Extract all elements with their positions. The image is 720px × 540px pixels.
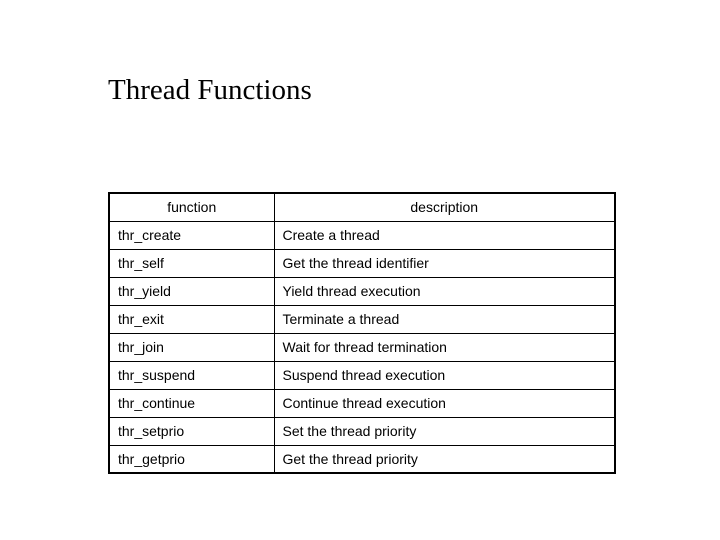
cell-function: thr_exit: [109, 305, 274, 333]
cell-description: Suspend thread execution: [274, 361, 615, 389]
thread-functions-table: function description thr_create Create a…: [108, 192, 616, 474]
table-row: thr_yield Yield thread execution: [109, 277, 615, 305]
cell-description: Create a thread: [274, 221, 615, 249]
cell-function: thr_yield: [109, 277, 274, 305]
cell-description: Get the thread identifier: [274, 249, 615, 277]
table-row: thr_continue Continue thread execution: [109, 389, 615, 417]
table-row: thr_join Wait for thread termination: [109, 333, 615, 361]
thread-functions-table-container: function description thr_create Create a…: [108, 192, 616, 474]
cell-function: thr_create: [109, 221, 274, 249]
cell-description: Yield thread execution: [274, 277, 615, 305]
header-function: function: [109, 193, 274, 221]
cell-function: thr_getprio: [109, 445, 274, 473]
header-description: description: [274, 193, 615, 221]
cell-function: thr_continue: [109, 389, 274, 417]
cell-description: Terminate a thread: [274, 305, 615, 333]
table-row: thr_exit Terminate a thread: [109, 305, 615, 333]
table-row: thr_setprio Set the thread priority: [109, 417, 615, 445]
table-header-row: function description: [109, 193, 615, 221]
table-row: thr_getprio Get the thread priority: [109, 445, 615, 473]
table-row: thr_suspend Suspend thread execution: [109, 361, 615, 389]
cell-function: thr_self: [109, 249, 274, 277]
cell-function: thr_setprio: [109, 417, 274, 445]
cell-description: Get the thread priority: [274, 445, 615, 473]
table-row: thr_create Create a thread: [109, 221, 615, 249]
cell-description: Wait for thread termination: [274, 333, 615, 361]
page-title: Thread Functions: [108, 74, 312, 107]
table-row: thr_self Get the thread identifier: [109, 249, 615, 277]
cell-function: thr_join: [109, 333, 274, 361]
cell-description: Set the thread priority: [274, 417, 615, 445]
cell-description: Continue thread execution: [274, 389, 615, 417]
cell-function: thr_suspend: [109, 361, 274, 389]
